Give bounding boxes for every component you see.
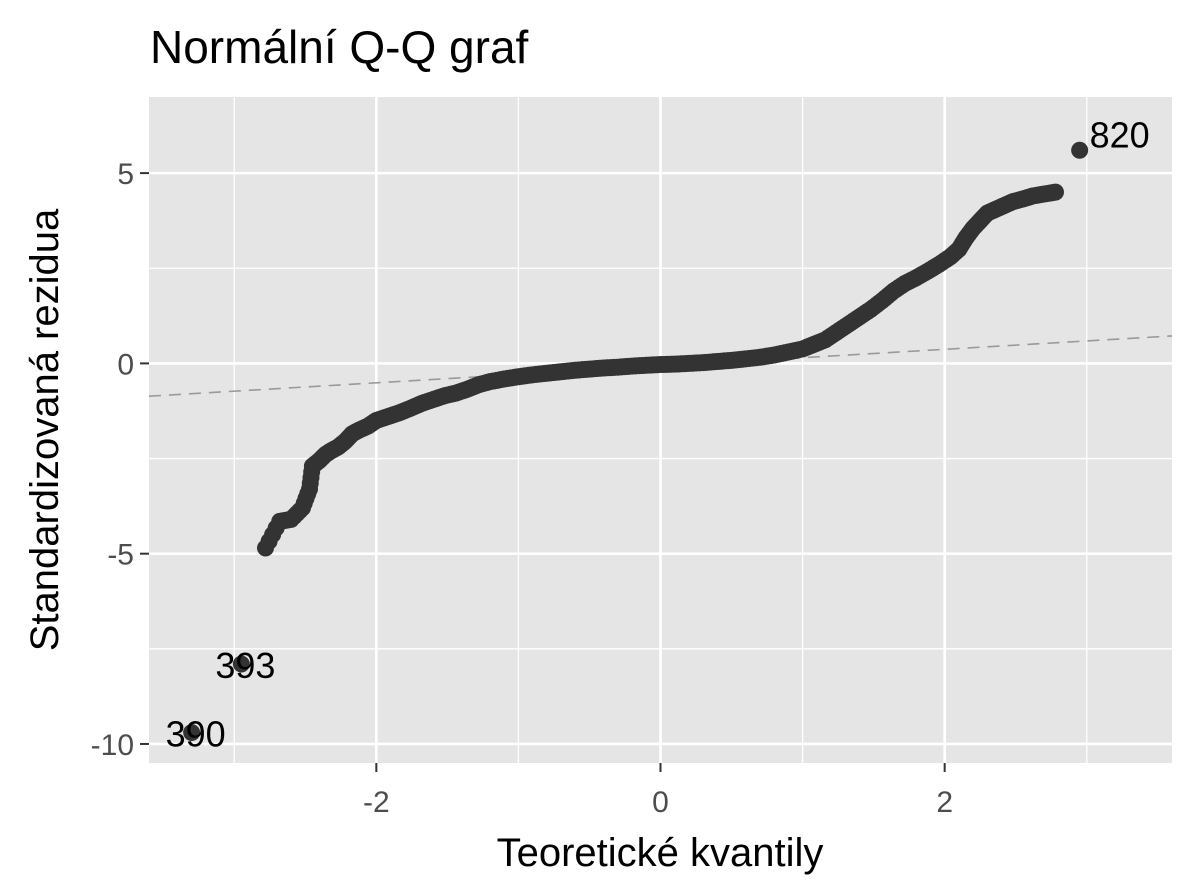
data-point: [1071, 141, 1089, 159]
data-point: [183, 724, 201, 742]
x-tick-label: 2: [936, 786, 953, 819]
data-points: [183, 141, 1089, 742]
data-point: [232, 655, 250, 673]
point-annotations: 820 393 390: [166, 114, 1150, 754]
x-axis-title: Teoretické kvantily: [497, 831, 824, 875]
y-tick-label: -10: [91, 729, 134, 762]
point-label: 820: [1090, 114, 1150, 155]
x-tick-label: -2: [363, 786, 390, 819]
y-axis-title: Standardizovaná rezidua: [23, 208, 67, 651]
grid-major: [149, 97, 1172, 763]
y-tick-label: 0: [117, 348, 134, 381]
data-point: [1046, 183, 1064, 201]
axis-ticks: -2 0 2 -10 -5 0 5: [91, 158, 953, 819]
reference-line: [148, 335, 1173, 398]
y-tick-label: -5: [107, 539, 134, 572]
chart-title: Normální Q-Q graf: [150, 21, 529, 73]
point-label: 393: [215, 645, 275, 686]
point-label: 390: [166, 714, 226, 755]
y-tick-label: 5: [117, 158, 134, 191]
x-tick-label: 0: [652, 786, 669, 819]
